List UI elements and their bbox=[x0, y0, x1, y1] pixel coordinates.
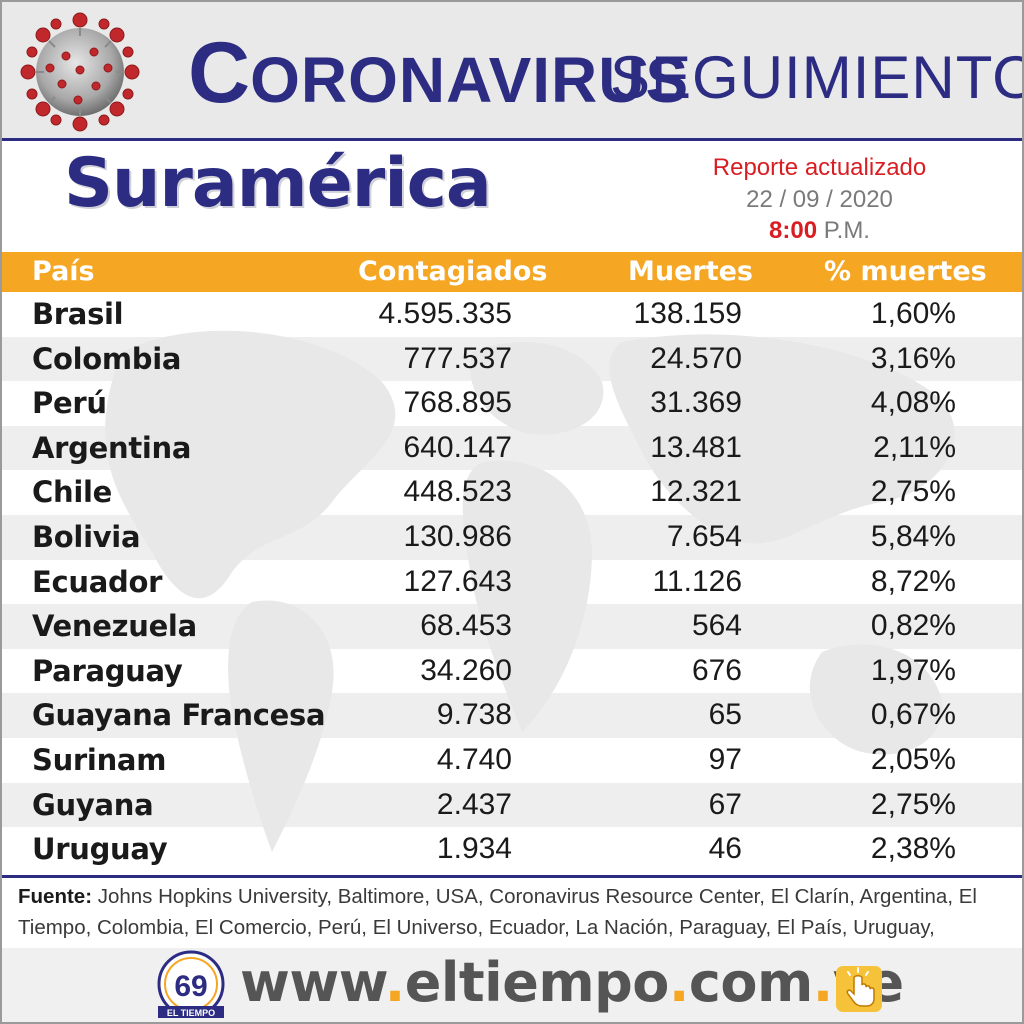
deaths-cell: 564 bbox=[691, 609, 742, 643]
country-cell: Ecuador bbox=[32, 564, 163, 599]
url-dot-2: . bbox=[668, 951, 690, 1014]
pct-cell: 2,05% bbox=[870, 742, 956, 776]
table-row: Perú 768.895 31.369 4,08% bbox=[2, 381, 1022, 426]
country-cell: Uruguay bbox=[32, 832, 168, 867]
infected-cell: 777.537 bbox=[403, 341, 512, 375]
pct-cell: 2,11% bbox=[873, 430, 956, 464]
url-dot-1: . bbox=[384, 951, 406, 1014]
table-row: Surinam 4.740 97 2,05% bbox=[2, 738, 1022, 783]
table-divider bbox=[2, 875, 1022, 878]
table-row: Paraguay 34.260 676 1,97% bbox=[2, 649, 1022, 694]
deaths-cell: 11.126 bbox=[652, 564, 742, 598]
infected-cell: 768.895 bbox=[403, 386, 512, 420]
deaths-cell: 65 bbox=[708, 698, 742, 732]
data-table: Brasil 4.595.335 138.159 1,60% Colombia 777.5… bbox=[2, 292, 1022, 872]
url-www: www bbox=[240, 951, 385, 1014]
header-deaths: Muertes bbox=[628, 256, 754, 287]
table-row: Bolivia 130.986 7.654 5,84% bbox=[2, 514, 1022, 560]
pct-cell: 5,84% bbox=[870, 519, 956, 553]
infected-cell: 1.934 bbox=[436, 832, 512, 866]
country-cell: Venezuela bbox=[32, 609, 197, 644]
table-row: Uruguay 1.934 46 2,38% bbox=[2, 827, 1022, 872]
country-cell: Chile bbox=[32, 475, 112, 510]
url-com: com bbox=[688, 951, 813, 1014]
source-label: Fuente: bbox=[18, 885, 93, 908]
report-info: Reporte actualizado 22 / 09 / 2020 8:00 … bbox=[702, 152, 937, 247]
table-row: Argentina 640.147 13.481 2,11% bbox=[2, 425, 1022, 471]
infected-cell: 9.738 bbox=[436, 698, 512, 732]
pct-cell: 1,60% bbox=[870, 297, 956, 330]
infected-cell: 68.453 bbox=[420, 609, 512, 643]
logo-text: EL TIEMPO bbox=[167, 1008, 215, 1018]
pct-cell: 0,82% bbox=[870, 609, 956, 643]
pct-cell: 1,97% bbox=[870, 653, 956, 687]
coronavirus-icon bbox=[20, 12, 140, 132]
deaths-cell: 12.321 bbox=[650, 475, 742, 509]
deaths-cell: 7.654 bbox=[666, 519, 742, 553]
header-country: País bbox=[32, 256, 95, 287]
header: CORONAVIRUS SEGUIMIENTO bbox=[2, 2, 1022, 140]
deaths-cell: 676 bbox=[691, 653, 742, 687]
country-cell: Guyana bbox=[32, 787, 154, 822]
infected-cell: 127.643 bbox=[403, 564, 512, 598]
header-divider bbox=[2, 138, 1022, 141]
report-time-suffix: P.M. bbox=[817, 217, 870, 245]
url-dot-3: . bbox=[812, 951, 834, 1014]
report-time-bold: 8:00 bbox=[769, 217, 818, 245]
infected-cell: 4.740 bbox=[436, 742, 512, 776]
infected-cell: 130.986 bbox=[403, 519, 512, 553]
table-row: Venezuela 68.453 564 0,82% bbox=[2, 604, 1022, 649]
table-header: País Contagiados Muertes % muertes bbox=[2, 252, 1022, 292]
title-cap: C bbox=[188, 25, 251, 121]
table-row: Guayana Francesa 9.738 65 0,67% bbox=[2, 693, 1022, 738]
header-pct: % muertes bbox=[824, 256, 987, 287]
pct-cell: 4,08% bbox=[870, 386, 956, 420]
report-label: Reporte actualizado bbox=[712, 154, 927, 181]
el-tiempo-69-logo: 69 EL TIEMPO bbox=[157, 950, 225, 1018]
infected-cell: 34.260 bbox=[420, 653, 512, 687]
table-row: Colombia 777.537 24.570 3,16% bbox=[2, 336, 1022, 382]
country-cell: Perú bbox=[32, 386, 107, 421]
website-url[interactable]: www.eltiempo.com.ve bbox=[240, 956, 904, 1010]
country-cell: Colombia bbox=[32, 341, 182, 376]
pct-cell: 2,75% bbox=[870, 475, 956, 509]
logo-number: 69 bbox=[174, 970, 207, 1003]
infected-cell: 4.595.335 bbox=[378, 297, 512, 330]
table-row: Brasil 4.595.335 138.159 1,60% bbox=[2, 292, 1022, 337]
deaths-cell: 97 bbox=[708, 742, 742, 776]
deaths-cell: 138.159 bbox=[633, 297, 742, 330]
pct-cell: 0,67% bbox=[870, 698, 956, 732]
pct-cell: 2,75% bbox=[870, 787, 956, 821]
deaths-cell: 67 bbox=[708, 787, 742, 821]
pct-cell: 2,38% bbox=[870, 832, 956, 866]
hand-click-icon bbox=[836, 966, 882, 1012]
country-cell: Paraguay bbox=[32, 653, 183, 688]
country-cell: Brasil bbox=[32, 297, 124, 331]
region-title: Suramérica bbox=[64, 144, 492, 223]
country-cell: Guayana Francesa bbox=[32, 698, 326, 733]
deaths-cell: 13.481 bbox=[650, 430, 742, 464]
page-title: CORONAVIRUS bbox=[188, 30, 689, 116]
report-date: 22 / 09 / 2020 bbox=[746, 185, 893, 213]
infected-cell: 448.523 bbox=[403, 475, 512, 509]
country-cell: Argentina bbox=[32, 430, 192, 465]
table-row: Guyana 2.437 67 2,75% bbox=[2, 782, 1022, 828]
title-rest: ORONAVIRUS bbox=[250, 44, 690, 116]
infected-cell: 2.437 bbox=[436, 787, 512, 821]
deaths-cell: 31.369 bbox=[650, 386, 742, 420]
report-time: 8:00 P.M. bbox=[702, 215, 937, 247]
deaths-cell: 46 bbox=[708, 832, 742, 866]
pct-cell: 3,16% bbox=[870, 341, 956, 375]
table-row: Ecuador 127.643 11.126 8,72% bbox=[2, 560, 1022, 605]
table-row: Chile 448.523 12.321 2,75% bbox=[2, 470, 1022, 515]
url-eltiempo: eltiempo bbox=[404, 951, 670, 1014]
pct-cell: 8,72% bbox=[870, 564, 956, 598]
country-cell: Surinam bbox=[32, 742, 167, 777]
header-infected: Contagiados bbox=[358, 256, 548, 287]
deaths-cell: 24.570 bbox=[650, 341, 742, 375]
page-subtitle: SEGUIMIENTO bbox=[610, 44, 1024, 111]
infected-cell: 640.147 bbox=[403, 430, 512, 464]
country-cell: Bolivia bbox=[32, 519, 141, 554]
